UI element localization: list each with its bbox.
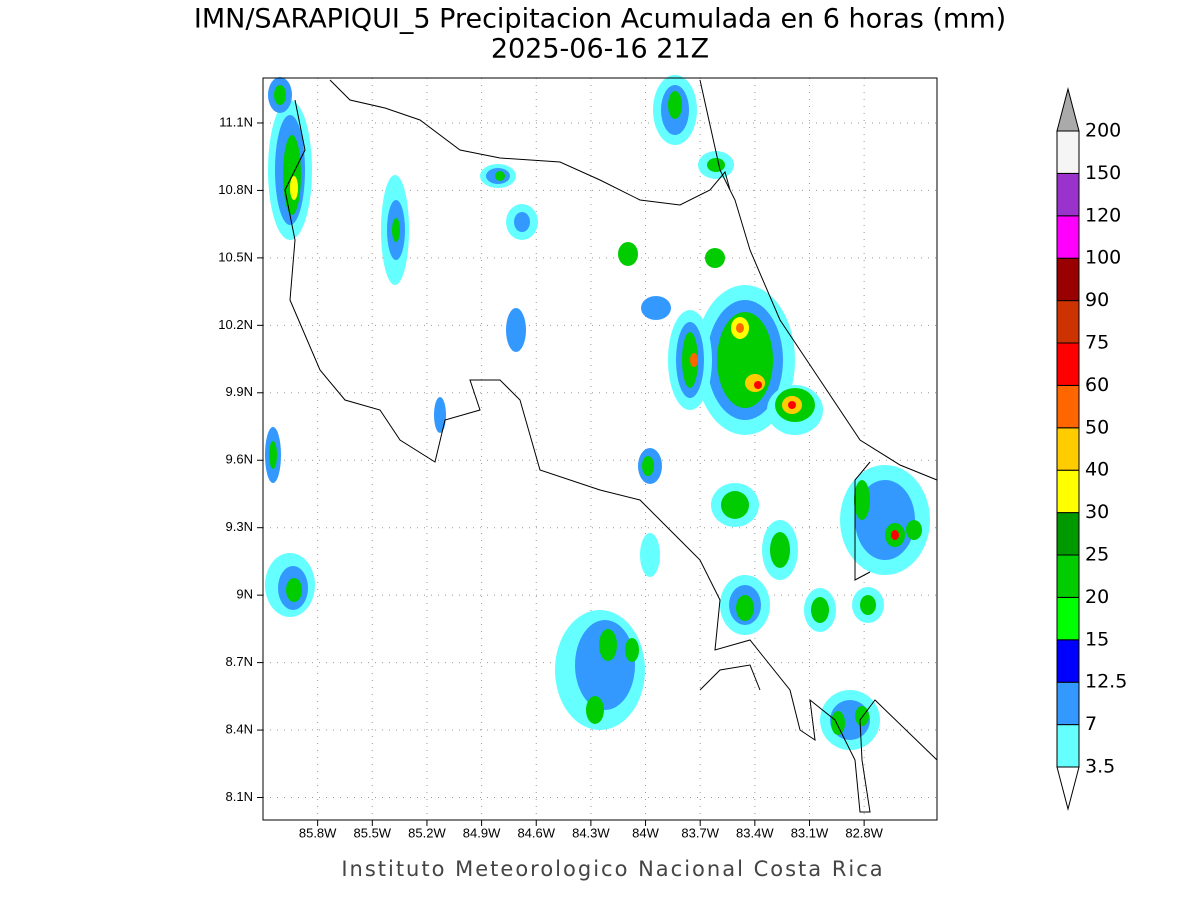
coastlines [284, 79, 938, 813]
colorbar-box [1056, 512, 1080, 556]
footer: Instituto Meteorologico Nacional Costa R… [341, 857, 884, 881]
colorbar-label: 25 [1085, 544, 1109, 566]
colorbar-label: 90 [1085, 289, 1109, 311]
lat-tick-label: 11.1N [219, 114, 253, 129]
lon-tick-label: 84.9W [463, 825, 501, 840]
lon-tick-label: 84.3W [572, 825, 610, 840]
lon-tick-label: 83.1W [791, 825, 829, 840]
lat-tick-label: 10.8N [218, 182, 253, 197]
colorbar-label: 150 [1085, 162, 1121, 184]
colorbar-label: 120 [1085, 204, 1121, 226]
colorbar-label: 60 [1085, 374, 1109, 396]
lon-tick-label: 83.7W [681, 825, 719, 840]
colorbar-under [1056, 766, 1080, 811]
lat-tick-label: 9N [236, 587, 253, 602]
colorbar-label: 30 [1085, 501, 1109, 523]
lon-tick-label: 85.5W [354, 825, 392, 840]
lat-tick-label: 10.2N [218, 317, 253, 332]
lon-tick-label: 85.2W [408, 825, 446, 840]
lat-tick-label: 8.7N [226, 654, 253, 669]
lon-tick-label: 82.8W [845, 825, 883, 840]
map-frame [262, 77, 938, 821]
subtitle: 2025-06-16 21Z [491, 34, 709, 65]
colorbar-box [1056, 384, 1080, 429]
lat-tick-label: 9.9N [226, 384, 253, 399]
colorbar-box [1056, 130, 1080, 174]
colorbar-box [1056, 172, 1080, 217]
precipitation [265, 75, 930, 750]
colorbar-box [1056, 639, 1080, 683]
colorbar-label: 200 [1085, 120, 1121, 142]
colorbar-box [1056, 681, 1080, 726]
colorbar-label: 40 [1085, 459, 1109, 481]
lat-tick-label: 9.6N [226, 452, 253, 467]
colorbar-box [1056, 724, 1080, 768]
colorbar-label: 20 [1085, 586, 1109, 608]
title: IMN/SARAPIQUI_5 Precipitacion Acumulada … [194, 4, 1006, 35]
colorbar: 3.5 7 12.5 15 20 25 30 40 50 60 75 90 100 120 150 200 [1056, 87, 1127, 811]
colorbar-box [1056, 215, 1080, 259]
colorbar-box [1056, 257, 1080, 302]
lat-tick-label: 8.1N [226, 789, 253, 804]
colorbar-box [1056, 427, 1080, 471]
lon-tick-label: 85.8W [299, 825, 337, 840]
colorbar-label: 7 [1085, 713, 1097, 735]
lat-tick-label: 9.3N [226, 519, 253, 534]
colorbar-label: 15 [1085, 628, 1109, 650]
lat-tick-label: 10.5N [218, 249, 253, 264]
colorbar-box [1056, 554, 1080, 598]
colorbar-box [1056, 300, 1080, 344]
colorbar-box [1056, 342, 1080, 386]
colorbar-label: 12.5 [1085, 671, 1127, 693]
map-grid: 85.8W 85.5W 85.2W 84.9W 84.6W 84.3W 84W 83.7W 83… [218, 78, 937, 840]
colorbar-label: 50 [1085, 416, 1109, 438]
colorbar-box [1056, 469, 1080, 514]
colorbar-over [1056, 87, 1080, 132]
lon-tick-label: 84W [632, 825, 659, 840]
lat-tick-label: 8.4N [226, 721, 253, 736]
colorbar-label: 100 [1085, 247, 1121, 269]
colorbar-box [1056, 596, 1080, 641]
colorbar-label: 3.5 [1085, 756, 1115, 778]
lon-tick-label: 84.6W [517, 825, 555, 840]
colorbar-label: 75 [1085, 332, 1109, 354]
lon-tick-label: 83.4W [736, 825, 774, 840]
